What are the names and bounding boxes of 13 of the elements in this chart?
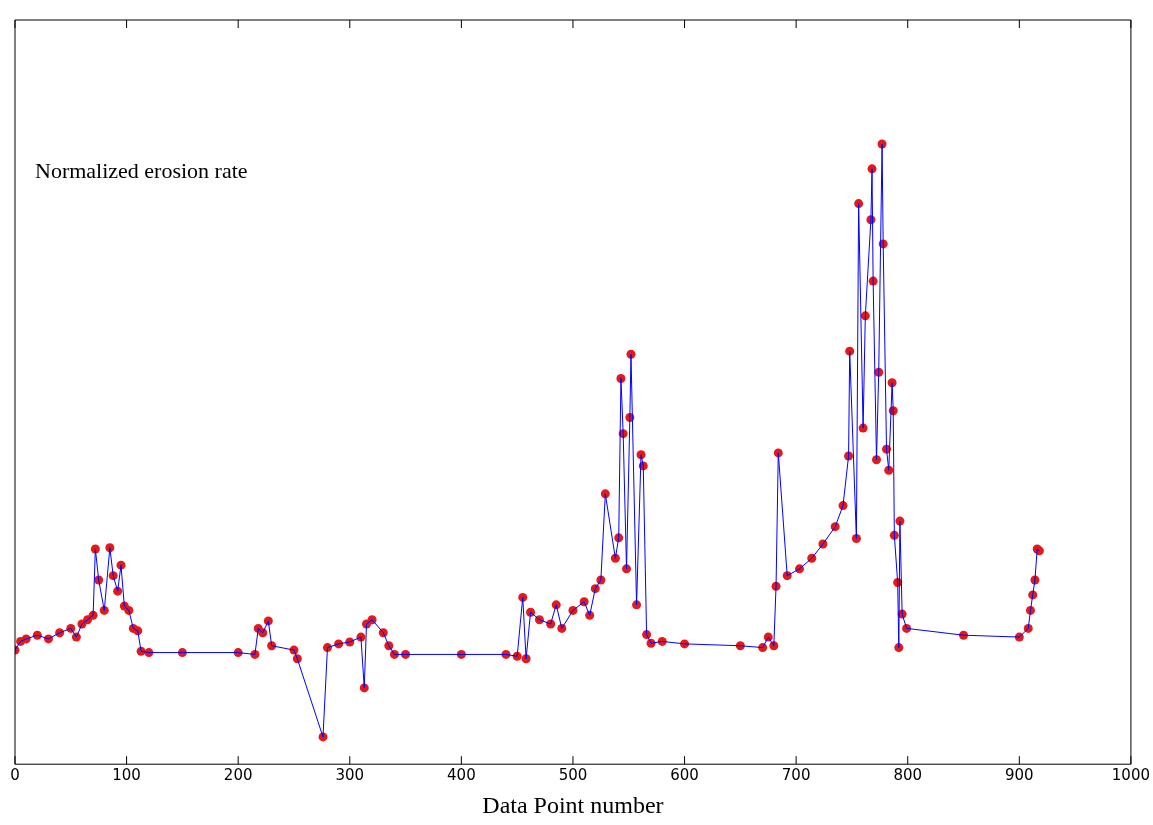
x-tick-label: 300	[335, 766, 365, 785]
x-axis-title: Data Point number	[482, 791, 664, 818]
x-tick-label: 900	[1005, 766, 1034, 785]
x-tick-label: 1000	[1111, 766, 1151, 785]
x-tick-label: 200	[223, 766, 253, 785]
x-tick-label: 400	[447, 766, 476, 785]
x-tick-label: 100	[112, 766, 141, 785]
x-tick-label: 500	[558, 766, 588, 785]
x-tick-label: 600	[670, 766, 699, 785]
x-tick-label: 800	[893, 766, 923, 785]
y-axis-title: Normalized erosion rate	[35, 157, 248, 183]
x-tick-label: 700	[781, 766, 811, 785]
x-tick-label: 0	[10, 766, 20, 785]
